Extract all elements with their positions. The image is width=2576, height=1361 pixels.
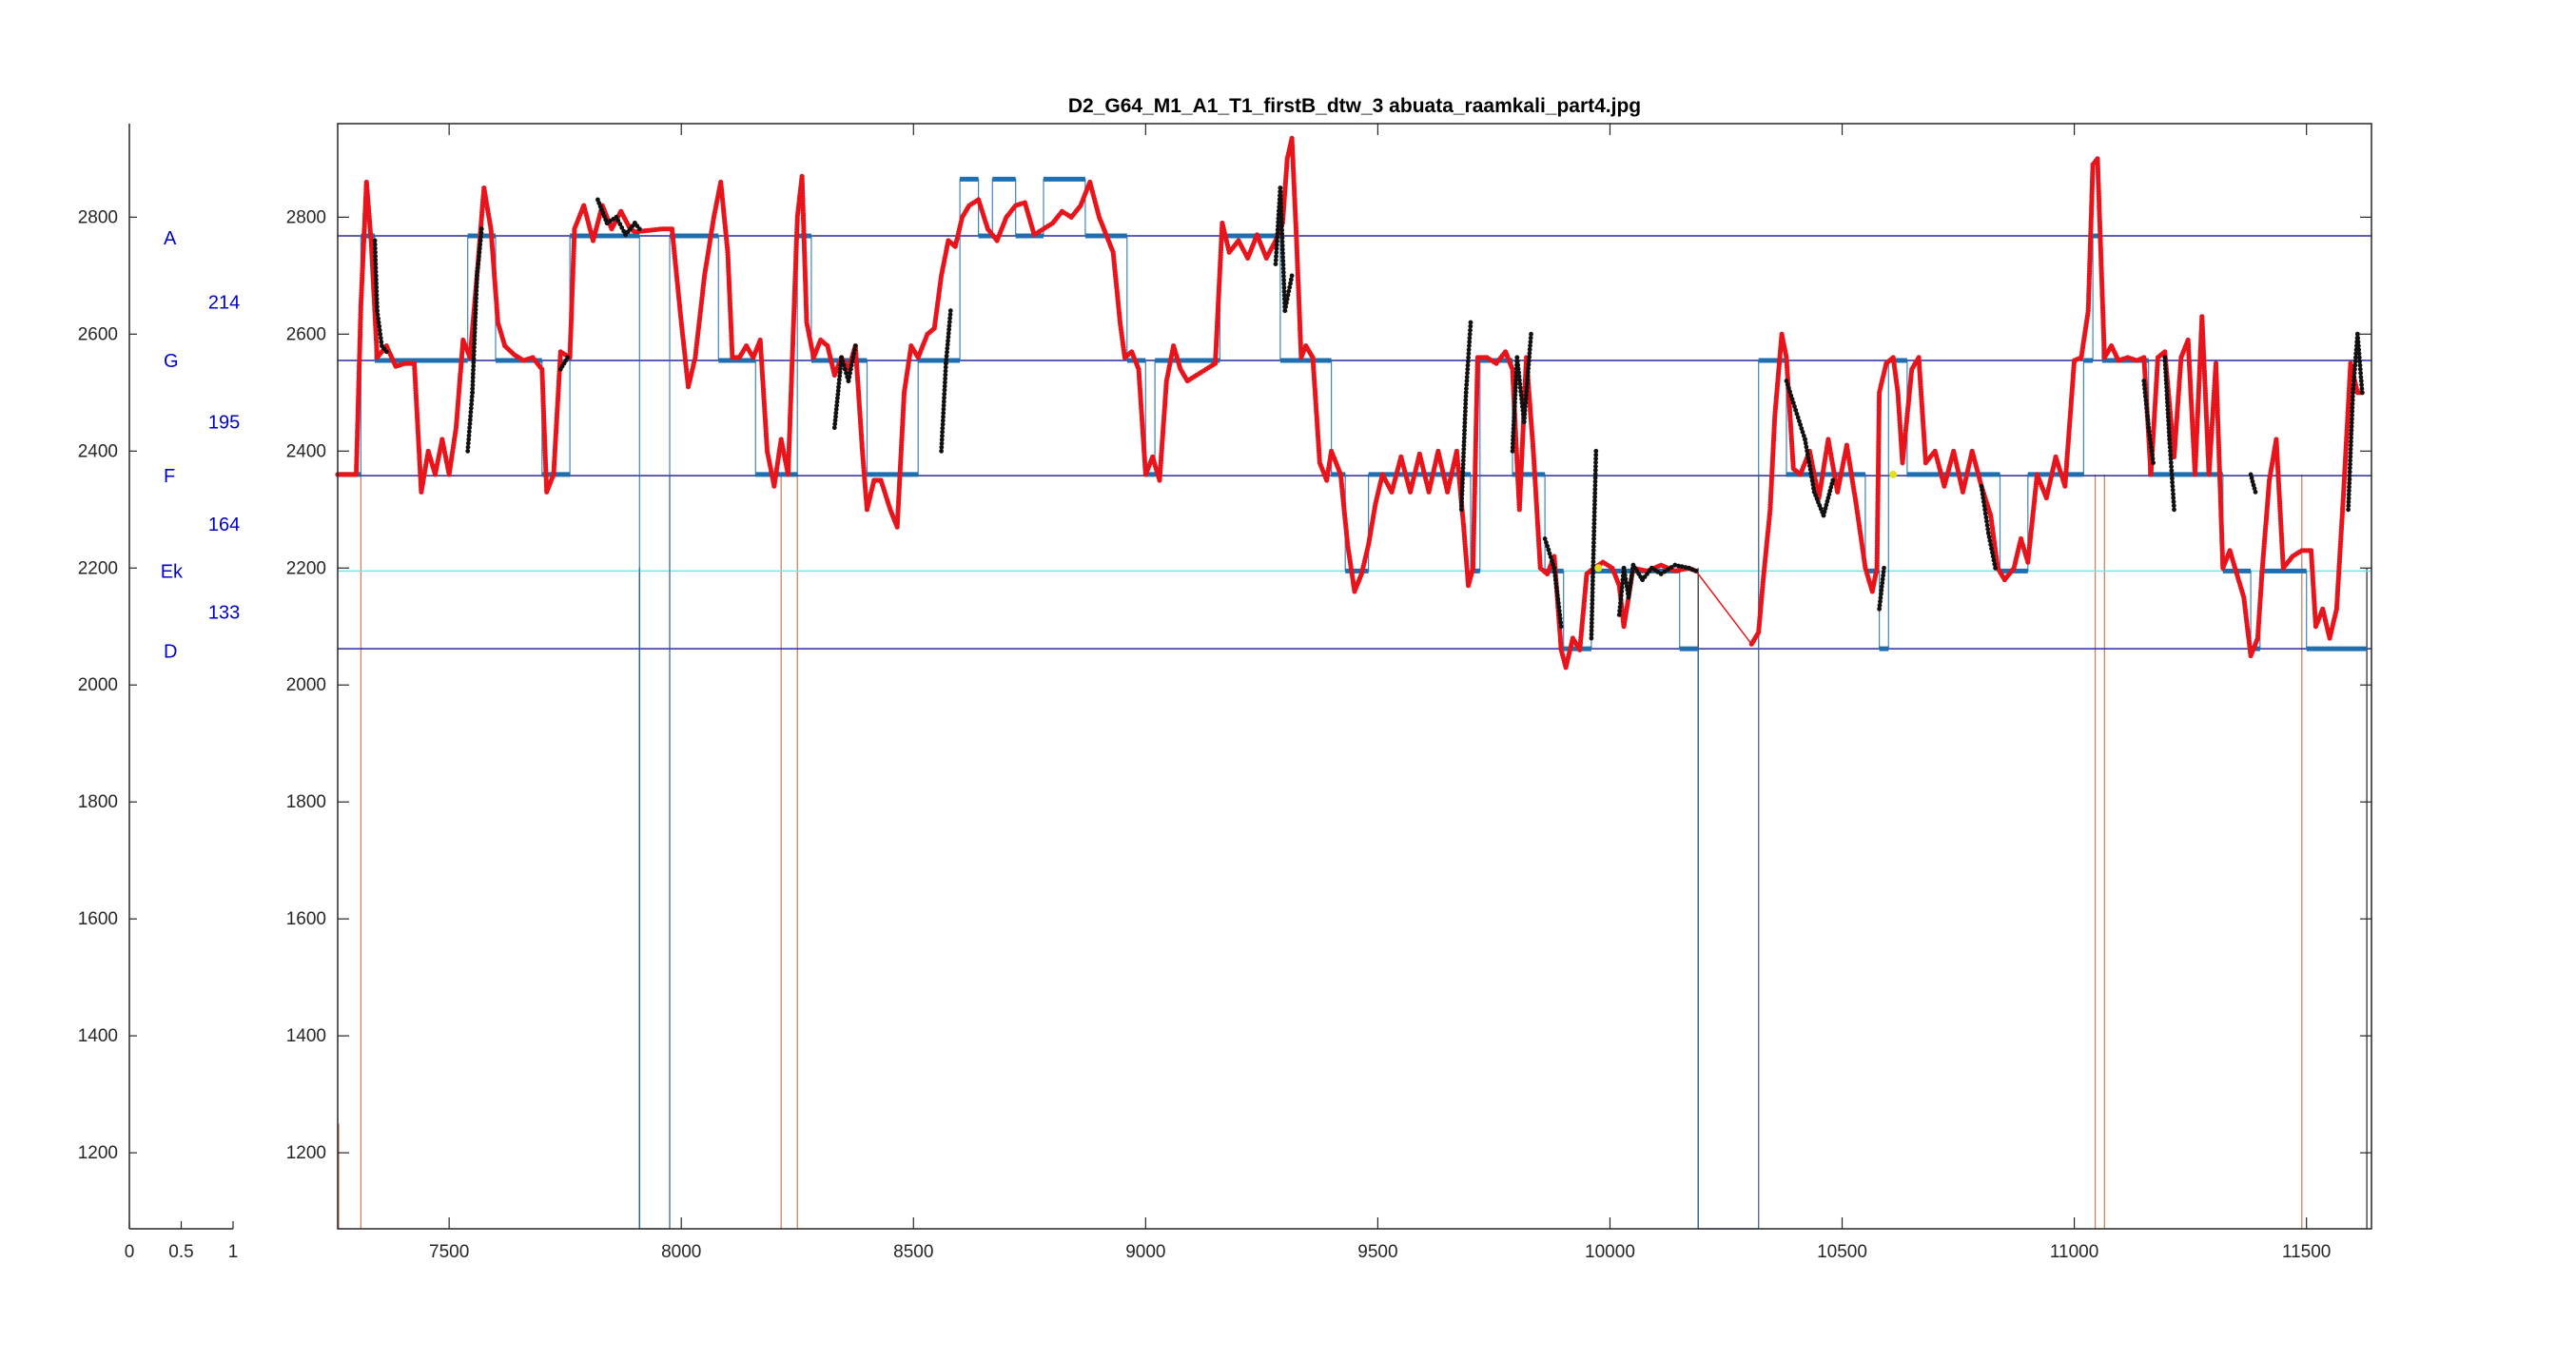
note-ytick-label: 1600: [78, 909, 118, 929]
note-label: 133: [208, 602, 240, 623]
note-xtick-label: 0: [125, 1242, 135, 1262]
note-ytick-label: 2000: [78, 675, 118, 695]
note-ytick-label: 1400: [78, 1026, 118, 1046]
note-ytick-label: 2800: [78, 207, 118, 227]
note-xtick-label: 0.5: [168, 1242, 193, 1262]
note-xtick-label: 1: [228, 1242, 239, 1262]
pitch-series: [335, 135, 2365, 671]
main-axes: D2_G64_M1_A1_T1_firstB_dtw_3 abuata_raam…: [286, 95, 2372, 1262]
note-ytick-label: 1800: [78, 792, 118, 812]
note-label: A: [164, 228, 177, 249]
note-axes-xticks: 0 0.5 1: [125, 1221, 239, 1262]
note-label: 164: [208, 515, 240, 535]
note-axes-yticks: 1200 1400 1600 1800 2000 2200 2400 2600 2800: [78, 124, 233, 1230]
step-line: [338, 178, 2368, 1230]
note-axes-frame: [129, 124, 233, 1229]
note-label: Ek: [161, 561, 184, 582]
step-series: [338, 176, 2368, 1230]
note-label: F: [164, 466, 175, 487]
note-ytick-label: 1200: [78, 1143, 118, 1163]
note-ytick-label: 2400: [78, 441, 118, 461]
note-label: G: [164, 351, 179, 372]
note-label: 195: [208, 413, 240, 434]
note-axes-labels: A 214 G 195 F 164 Ek 133 D: [161, 228, 241, 663]
note-ytick-label: 2200: [78, 558, 118, 578]
note-label: D: [164, 642, 177, 663]
note-label: 214: [208, 293, 240, 314]
note-ytick-label: 2600: [78, 324, 118, 344]
chart-title: D2_G64_M1_A1_T1_firstB_dtw_3 abuata_raam…: [1068, 95, 1641, 117]
pitch-line: [338, 138, 2365, 668]
